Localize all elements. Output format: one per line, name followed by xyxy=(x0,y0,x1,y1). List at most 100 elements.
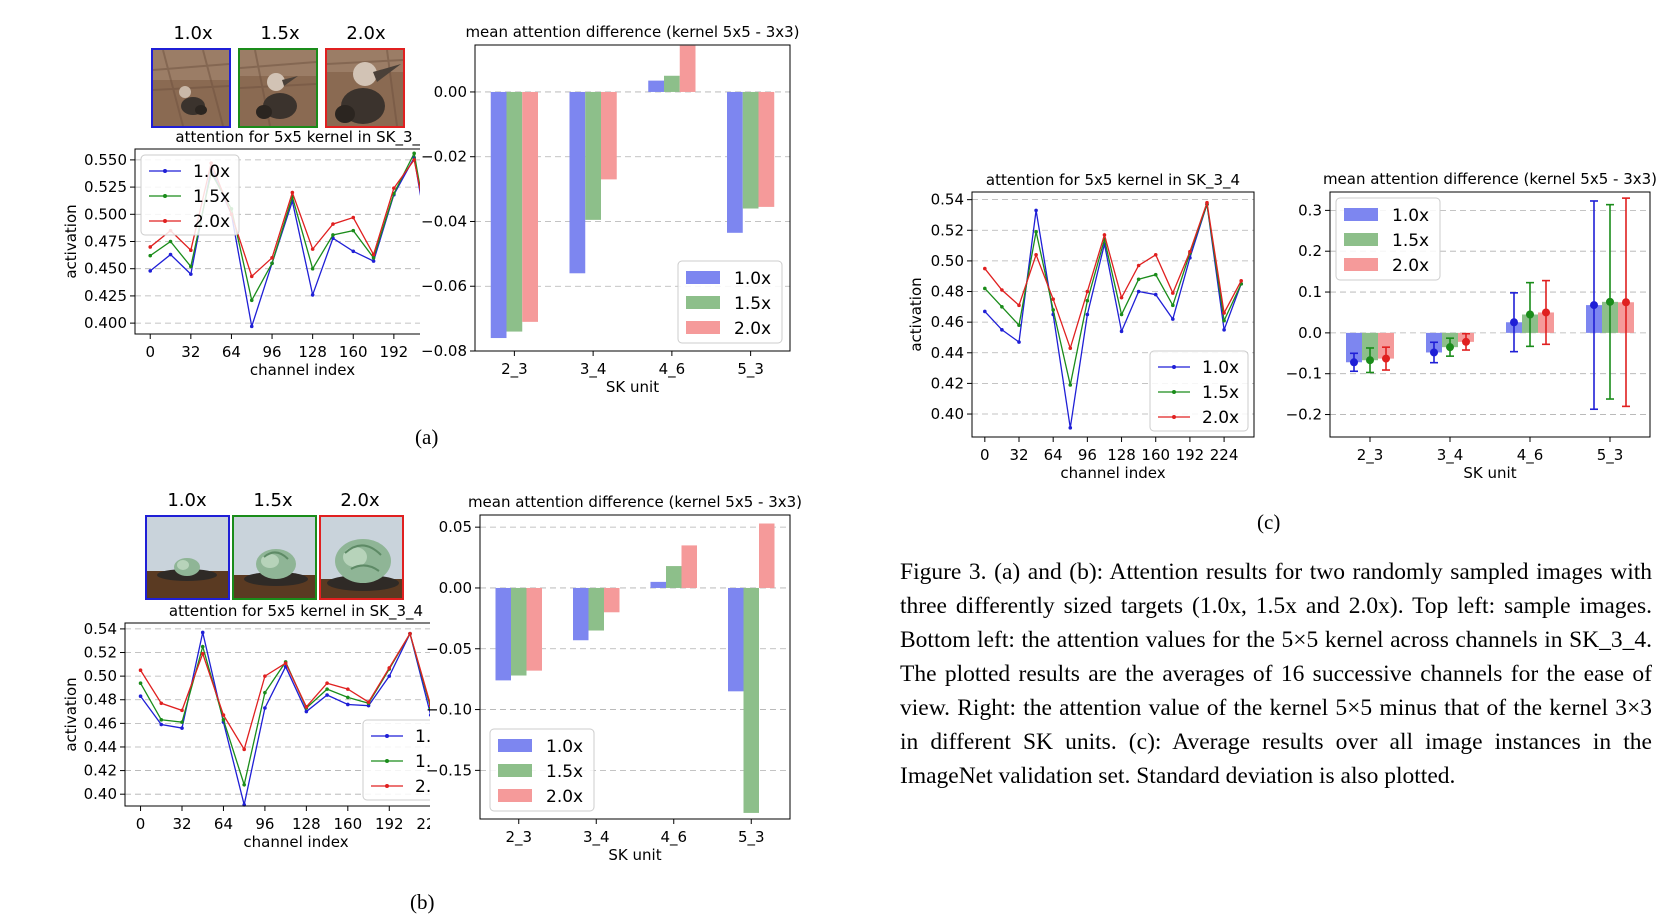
c-bar-ytick-label-4: 0.2 xyxy=(1298,242,1322,260)
a-bar-ytick-label-0: −0.08 xyxy=(421,342,467,360)
b-thumb-cabbage-2x xyxy=(319,515,404,600)
a-bar-ytick-label-3: −0.02 xyxy=(421,148,467,166)
c-line-xtick-label-7: 224 xyxy=(1210,446,1239,464)
b-bar-chart: 2_3 3_4 4_6 5_3 −0.15 −0.10 −0.05 0.00 0.05 mean … xyxy=(426,493,802,864)
c-line-xtick-label-4: 128 xyxy=(1107,446,1136,464)
a-scale-label-1: 1.0x xyxy=(173,23,213,44)
a-bar-frame xyxy=(474,44,791,352)
b-line-xtick-label-5: 160 xyxy=(333,815,362,833)
a-line-series-1.5x-point-9 xyxy=(331,233,335,237)
c-line-series-1.5x-point-1 xyxy=(1000,305,1004,309)
c-line-ytick-label-4: 0.48 xyxy=(931,283,964,301)
c-line-series-1.0x-point-9 xyxy=(1136,289,1141,294)
a-line-series-2.0x-point-12 xyxy=(392,186,396,190)
a-line-series-1.0x-point-8 xyxy=(310,293,315,297)
b-line-xtick-label-3: 96 xyxy=(255,815,274,833)
b-line-title: attention for 5x5 kernel in SK_3_4 xyxy=(169,602,423,621)
c-bar-xtick-label-0: 2_3 xyxy=(1357,446,1384,465)
c-bar-bar-2_3-2.0x xyxy=(1378,332,1394,359)
a-bar-xtick-label-1: 3_4 xyxy=(580,360,607,379)
a-line-ytick-label-6: 0.550 xyxy=(84,151,127,169)
b-bar-bar-4_6-1.5x xyxy=(666,566,682,588)
b-line-series-2.0x-point-4 xyxy=(221,713,226,717)
c-line-series-1.5x-point-8 xyxy=(1119,312,1124,317)
b-line-legend-label-0: 1.0x xyxy=(415,727,430,747)
b-bar-ytick-label-0: −0.15 xyxy=(426,761,472,779)
a-line-series-1.0x-point-10 xyxy=(351,249,356,254)
c-line-series-2.0x-point-13 xyxy=(1205,200,1209,205)
a-bar-legend-label-1: 1.5x xyxy=(734,294,771,314)
b-line-legend-marker-1 xyxy=(385,759,389,763)
c-bar-legend-swatch-2 xyxy=(1344,258,1378,271)
c-bar-err-mean-3_4-1.5x xyxy=(1446,343,1454,352)
a-line-series-1.0x-point-11 xyxy=(371,259,376,263)
a-line-xtick-label-0: 0 xyxy=(145,343,155,361)
b-line-series-1.0x-point-8 xyxy=(304,709,309,714)
a-bar-bar-2_3-1.5x xyxy=(506,91,523,332)
b-line-series-1.0x-point-1 xyxy=(159,722,164,727)
a-line-series-2.0x-point-5 xyxy=(249,274,254,279)
c-line-series-1.0x-point-10 xyxy=(1153,292,1158,297)
b-line-series-1.5x-point-10 xyxy=(346,695,350,700)
b-line-series-2.0x-point-11 xyxy=(366,700,371,704)
b-line-ytick-label-4: 0.48 xyxy=(84,691,117,709)
c-line-series-1.0x-point-1 xyxy=(1000,328,1004,332)
c-line-series-2.0x-point-11 xyxy=(1171,291,1175,295)
a-bar-bar-5_3-1.0x xyxy=(727,91,743,233)
a-line-legend-label-2: 2.0x xyxy=(193,212,230,232)
c-line-series-2.0x-point-15 xyxy=(1239,279,1243,283)
c-bar-legend-label-2: 2.0x xyxy=(1392,256,1429,276)
c-line-legend-label-0: 1.0x xyxy=(1202,358,1239,378)
b-bar-bar-3_4-2.0x xyxy=(604,587,620,613)
a-line-series-1.5x-point-11 xyxy=(371,256,376,260)
c-line-series-1.5x-point-14 xyxy=(1222,318,1226,323)
label-c: (c) xyxy=(1257,510,1281,534)
b-bar-ytick-label-4: 0.05 xyxy=(439,518,472,536)
c-line-series-1.5x-point-11 xyxy=(1171,303,1175,308)
a-line-xtick-label-1: 32 xyxy=(181,343,200,361)
c-line-series-2.0x-line xyxy=(984,202,1242,351)
b-scale-label-1: 1.0x xyxy=(167,490,207,511)
b-line-chart: 0.40 0.42 0.44 0.46 0.48 0.50 0.52 0.54 0 32 64 96 1… xyxy=(62,602,430,851)
b-line-ytick-label-7: 0.54 xyxy=(84,620,117,638)
b-bar-legend-swatch-2 xyxy=(498,789,532,802)
a-line-legend-label-1: 1.5x xyxy=(193,187,230,207)
a-line-chart: 0.400 0.425 0.450 0.475 0.500 0.525 0.550 0 32 64… xyxy=(62,130,420,379)
b-line-series-1.0x-point-14 xyxy=(428,713,430,717)
a-thumb-bird-1x xyxy=(151,48,231,128)
c-bar-title: mean attention difference (kernel 5x5 - … xyxy=(1323,170,1657,188)
a-line-legend-marker-2 xyxy=(163,219,167,223)
b-line-series-1.5x-point-6 xyxy=(263,690,267,695)
a-bar-bar-4_6-2.0x xyxy=(679,45,696,92)
a-line-ytick-label-3: 0.475 xyxy=(84,233,127,251)
b-line-frame xyxy=(124,622,430,807)
b-thumb-cabbage-1x xyxy=(145,515,230,600)
a-line-series-1.0x-point-2 xyxy=(189,272,193,276)
a-line-ytick-label-0: 0.400 xyxy=(84,314,127,332)
c-line-series-1.0x-point-6 xyxy=(1085,312,1090,317)
b-line-series-1.0x-point-0 xyxy=(138,694,143,698)
a-line-series-2.0x-point-10 xyxy=(351,215,356,220)
c-bar-xlabel: SK unit xyxy=(1463,464,1516,482)
a-bar-legend-label-0: 1.0x xyxy=(734,269,771,289)
c-line-series-1.0x-point-8 xyxy=(1119,329,1124,334)
c-line-series-1.5x-point-6 xyxy=(1085,298,1090,303)
c-line-xtick-label-2: 64 xyxy=(1044,446,1063,464)
a-line-series-1.5x-point-8 xyxy=(310,266,315,271)
b-line-legend-label-1: 1.5x xyxy=(415,752,430,772)
c-bar-legend-label-0: 1.0x xyxy=(1392,206,1429,226)
c-line-series-1.0x-point-3 xyxy=(1034,208,1038,213)
a-line-ytick-label-5: 0.525 xyxy=(84,178,127,196)
c-line-xtick-label-6: 192 xyxy=(1176,446,1205,464)
c-line-legend-marker-1 xyxy=(1172,390,1176,394)
a-line-series-1.5x-point-10 xyxy=(351,228,356,233)
b-line-series-2.0x-point-1 xyxy=(159,701,164,706)
a-line-series-2.0x-point-6 xyxy=(270,256,274,260)
c-bar-err-mean-2_3-1.0x xyxy=(1350,358,1358,367)
a-line-series-2.0x-point-7 xyxy=(290,190,295,195)
b-bar-ytick-label-2: −0.05 xyxy=(426,640,472,658)
c-line-series-1.5x-point-2 xyxy=(1017,323,1021,328)
b-bar-ytick-label-3: 0.00 xyxy=(439,579,472,597)
b-bar-bar-2_3-2.0x xyxy=(526,587,542,671)
c-line-ytick-label-1: 0.42 xyxy=(931,374,964,392)
